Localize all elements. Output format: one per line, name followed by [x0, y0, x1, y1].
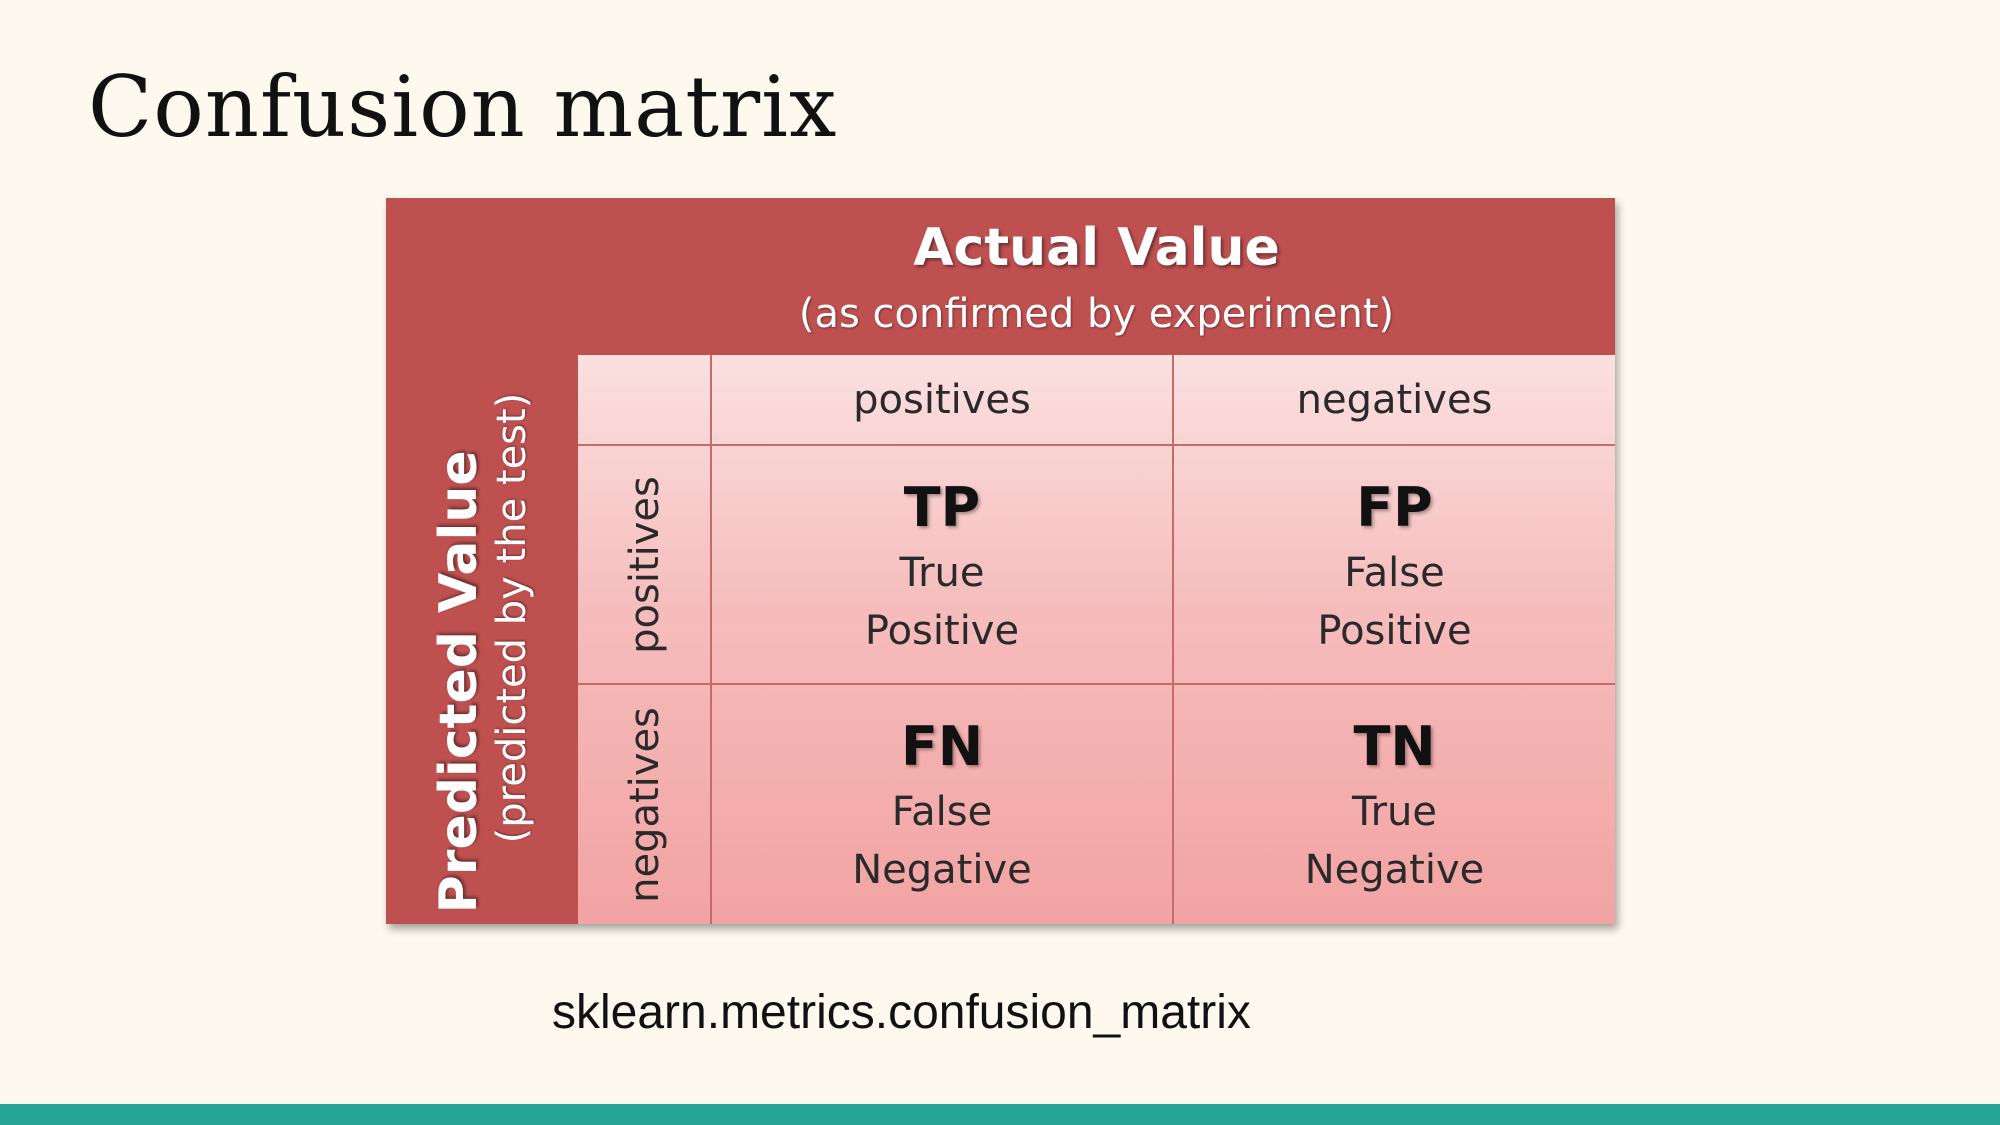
cell-abbreviation: TN: [1353, 715, 1436, 778]
column-header-positives: positives: [853, 377, 1031, 423]
cell-label-line2: Negative: [852, 847, 1032, 893]
cell-label-line2: Positive: [1317, 608, 1472, 654]
cell-true-negative: TN True Negative: [1174, 685, 1615, 924]
grid-divider: [578, 444, 1615, 446]
cell-label-line1: False: [891, 789, 993, 835]
row-header-positives-label: positives: [621, 475, 668, 654]
row-header-positives: positives: [578, 446, 711, 683]
grid-divider: [710, 355, 712, 924]
actual-value-title: Actual Value: [913, 218, 1280, 278]
cell-false-negative: FN False Negative: [712, 685, 1172, 924]
cell-abbreviation: FN: [900, 715, 984, 778]
actual-value-subtitle: (as confirmed by experiment): [798, 291, 1395, 337]
cell-label-line1: False: [1344, 550, 1445, 596]
matrix-grid: positives negatives positives negatives …: [578, 355, 1615, 924]
sklearn-caption: sklearn.metrics.confusion_matrix: [552, 986, 1251, 1039]
row-header-negatives-label: negatives: [621, 706, 668, 903]
cell-label-line2: Positive: [864, 608, 1020, 654]
accent-footer-bar: [0, 1104, 2000, 1125]
slide-title: Confusion matrix: [88, 58, 838, 156]
column-header-negatives: negatives: [1296, 377, 1493, 423]
cell-true-positive: TP True Positive: [712, 446, 1172, 683]
row-header-negatives: negatives: [578, 685, 711, 924]
cell-label-line1: True: [899, 550, 985, 596]
cell-false-positive: FP False Positive: [1174, 446, 1615, 683]
predicted-value-header: Predicted Value (predicted by the test): [386, 355, 578, 924]
predicted-value-subtitle: (predicted by the test): [489, 392, 535, 843]
actual-value-header: Actual Value (as confirmed by experiment…: [578, 198, 1615, 355]
cell-label-line2: Negative: [1304, 847, 1485, 893]
confusion-matrix-diagram: Actual Value (as confirmed by experiment…: [386, 198, 1615, 924]
grid-divider: [578, 683, 1615, 685]
cell-abbreviation: TP: [903, 476, 981, 539]
cell-abbreviation: FP: [1356, 476, 1433, 539]
cell-label-line1: True: [1352, 789, 1437, 835]
grid-divider: [1172, 355, 1174, 924]
predicted-value-title: Predicted Value: [429, 449, 489, 913]
